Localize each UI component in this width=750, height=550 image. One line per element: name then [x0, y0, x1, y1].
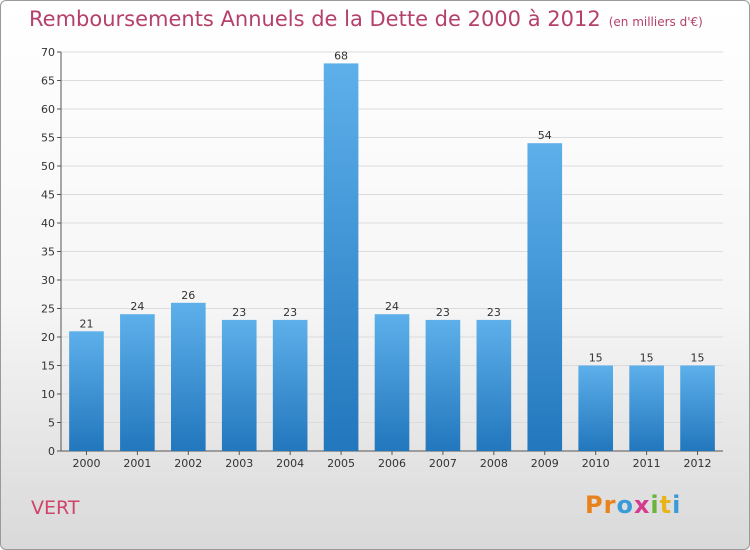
value-label: 15	[589, 352, 603, 365]
x-tick-label: 2006	[378, 457, 406, 470]
value-label: 21	[79, 317, 93, 330]
x-tick-label: 2000	[72, 457, 100, 470]
y-tick-label: 60	[41, 103, 55, 116]
logo-letter: P	[585, 491, 604, 519]
x-tick-label: 2005	[327, 457, 355, 470]
bar-2009	[527, 143, 563, 451]
bar-2005	[323, 63, 359, 452]
logo-letter: x	[633, 491, 651, 519]
bar-2004	[272, 319, 308, 451]
commune-name: VERT	[31, 497, 80, 519]
logo-letter: i	[650, 491, 660, 519]
value-label: 68	[334, 49, 348, 62]
logo-letter: i	[672, 491, 682, 519]
y-tick-label: 20	[41, 331, 55, 344]
x-tick-label: 2002	[174, 457, 202, 470]
x-tick-label: 2001	[123, 457, 151, 470]
y-tick-label: 50	[41, 160, 55, 173]
y-tick-label: 45	[41, 189, 55, 202]
bar-2003	[221, 319, 257, 451]
x-tick-label: 2012	[684, 457, 712, 470]
x-tick-label: 2007	[429, 457, 457, 470]
value-label: 26	[181, 289, 195, 302]
logo-letter: r	[603, 491, 617, 519]
bar-2008	[476, 319, 512, 451]
x-tick-label: 2009	[531, 457, 559, 470]
y-tick-label: 70	[41, 46, 55, 59]
bars	[69, 63, 715, 452]
bar-2001	[120, 314, 155, 451]
value-label: 24	[130, 300, 144, 313]
chart-title-block: Remboursements Annuels de la Dette de 20…	[29, 7, 703, 31]
x-tick-label: 2011	[633, 457, 661, 470]
value-label: 23	[436, 306, 450, 319]
value-label: 23	[232, 306, 246, 319]
chart-subtitle: (en milliers d'€)	[608, 15, 703, 29]
x-tick-label: 2008	[480, 457, 508, 470]
bar-2002	[170, 302, 206, 451]
value-label: 24	[385, 300, 399, 313]
labels: 0 5 10 15 20 25 30 35 40 45 50 55 60 65 70 21 2000 24 2001…	[41, 46, 712, 470]
x-tick-label: 2003	[225, 457, 253, 470]
value-label: 54	[538, 129, 552, 142]
y-tick-label: 35	[41, 246, 55, 259]
bar-2000	[69, 331, 104, 451]
chart-title: Remboursements Annuels de la Dette de 20…	[29, 7, 601, 31]
y-tick-label: 65	[41, 75, 55, 88]
y-tick-label: 40	[41, 217, 55, 230]
y-tick-label: 55	[41, 132, 55, 145]
y-tick-label: 10	[41, 388, 55, 401]
y-tick-label: 5	[48, 417, 55, 430]
logo-letter: o	[616, 491, 634, 519]
bar-2010	[578, 365, 614, 451]
y-tick-label: 30	[41, 274, 55, 287]
value-label: 15	[691, 352, 705, 365]
x-tick-label: 2010	[582, 457, 610, 470]
y-tick-label: 15	[41, 360, 55, 373]
bar-2006	[374, 314, 410, 451]
value-label: 15	[640, 352, 654, 365]
y-tick-label: 0	[48, 445, 55, 458]
bar-2011	[629, 365, 664, 451]
proxiti-logo: Proxiti	[585, 491, 681, 519]
logo-letter: t	[659, 491, 673, 519]
value-label: 23	[283, 306, 297, 319]
y-tick-label: 25	[41, 303, 55, 316]
bar-2012	[680, 365, 715, 451]
x-tick-label: 2004	[276, 457, 304, 470]
value-label: 23	[487, 306, 501, 319]
bar-2007	[425, 319, 461, 451]
